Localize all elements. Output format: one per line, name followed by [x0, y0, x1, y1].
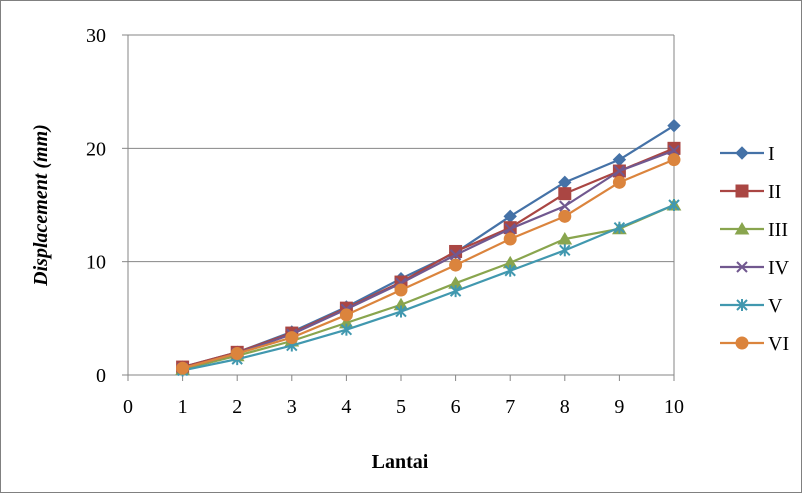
series-v-point-5 [395, 305, 407, 318]
x-tick-label-7: 7 [505, 396, 515, 418]
x-tick-label-9: 9 [614, 396, 624, 418]
series-vi-point-5 [394, 283, 408, 297]
series-v-point-6 [449, 285, 462, 298]
series-v-point-9 [613, 221, 626, 234]
series-vi-point-1 [176, 361, 190, 375]
series-vi-point-3 [285, 331, 299, 345]
series-v-point-8 [559, 244, 571, 257]
series-iv-point-6-stroke-b [449, 249, 462, 261]
y-tick-label-30: 30 [86, 25, 106, 47]
legend-item-iv: IV [720, 257, 790, 279]
series-line-iii [182, 203, 675, 371]
legend-item-iii: III [720, 219, 788, 241]
legend-marker-v [736, 299, 748, 311]
series-i-point-10 [667, 118, 681, 133]
series-line-iv [182, 149, 675, 370]
x-tick-label-10: 10 [664, 396, 684, 418]
series-vi-point-10 [667, 153, 681, 167]
legend-item-i: I [720, 143, 775, 165]
series-iv-point-8 [559, 200, 571, 212]
series-iv-point-9 [613, 165, 626, 177]
y-tick-label-0: 0 [96, 365, 106, 387]
x-tick-label-5: 5 [396, 396, 406, 418]
x-tick-label-4: 4 [341, 396, 351, 418]
series-iv-point-10 [668, 144, 680, 157]
series-vi-point-6 [449, 258, 463, 272]
legend-marker-iv [736, 261, 748, 273]
x-tick-label-3: 3 [287, 396, 297, 418]
legend-item-ii: II [720, 181, 781, 203]
series-vi-point-4 [339, 308, 353, 322]
series-v-point-7 [504, 264, 516, 277]
series-iv-point-9-stroke-b [613, 165, 626, 177]
series-iv-point-8-stroke-b [559, 200, 571, 212]
series-iv-point-10-stroke-b [668, 144, 680, 157]
series-vi-point-2 [230, 346, 244, 360]
series-vi-point-8 [558, 209, 572, 223]
x-tick-label-8: 8 [560, 396, 570, 418]
series-ii-point-8 [558, 187, 572, 201]
x-tick-label-1: 1 [178, 396, 188, 418]
y-axis-title: Displacement (mm) [30, 124, 52, 287]
legend-marker-ii [735, 184, 749, 198]
x-tick-label-2: 2 [232, 396, 242, 418]
series-iv-point-7-stroke-b [504, 223, 516, 235]
x-axis-title: Lantai [372, 451, 429, 473]
legend-item-vi: VI [720, 333, 789, 355]
legend-item-v: V [720, 295, 783, 317]
series-iv-point-7 [504, 223, 516, 235]
legend-label-ii: II [768, 181, 781, 203]
x-tick-label-0: 0 [123, 396, 133, 418]
legend-marker-vi [735, 336, 749, 350]
legend-marker-iv-stroke-b [736, 261, 748, 273]
axis-layer: 0 10 20 30 0 1 2 3 4 5 6 7 8 9 10 [86, 25, 684, 418]
series-vi-point-7 [503, 232, 517, 246]
legend-label-i: I [768, 143, 775, 165]
legend-label-iii: III [768, 219, 788, 241]
y-tick-label-10: 10 [86, 252, 106, 274]
legend-label-vi: VI [768, 333, 789, 355]
series-line-vi [182, 158, 675, 370]
series-iv-point-6 [449, 249, 462, 261]
legend-marker-i [735, 146, 749, 160]
series-vi-point-9 [612, 175, 626, 189]
series-iii-point-8 [557, 232, 573, 245]
legend-label-iv: IV [768, 257, 790, 279]
y-tick-label-20: 20 [86, 138, 106, 160]
series-vi [176, 153, 681, 375]
series-line-v [182, 203, 675, 372]
legend-label-v: V [768, 295, 783, 317]
x-tick-label-6: 6 [451, 396, 461, 418]
series-layer [175, 118, 682, 377]
series-v-point-4 [340, 323, 353, 336]
legend-marker-iii [734, 222, 750, 235]
series-v-point-10 [668, 199, 680, 211]
